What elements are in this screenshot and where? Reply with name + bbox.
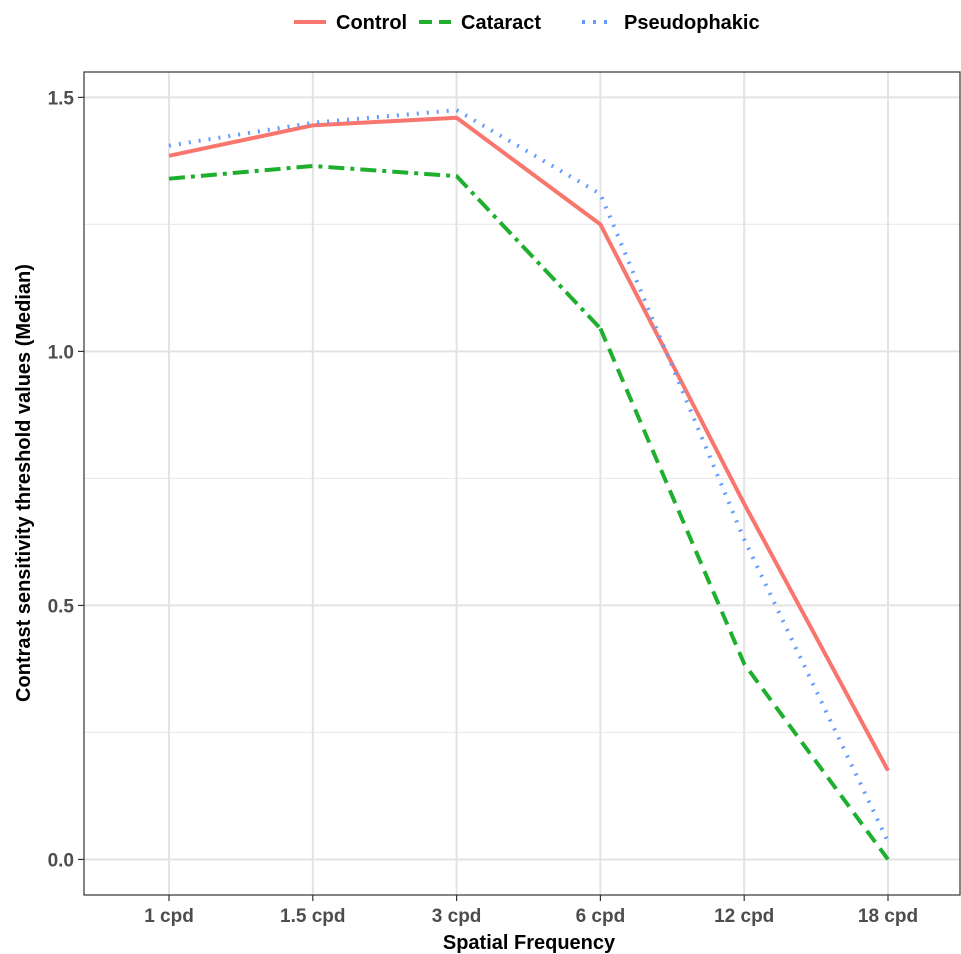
y-tick-label: 1.0 (48, 342, 74, 363)
x-tick-label: 1.5 cpd (280, 906, 345, 927)
y-tick-label: 0.0 (48, 850, 74, 871)
legend: Control Cataract Pseudophakic (294, 12, 760, 34)
x-axis-title: Spatial Frequency (443, 932, 616, 954)
y-tick-label: 1.5 (48, 88, 75, 109)
gridlines (84, 72, 960, 895)
legend-label-pseudophakic: Pseudophakic (624, 12, 760, 34)
y-tick-label: 0.5 (48, 596, 75, 617)
x-tick-label: 6 cpd (576, 906, 626, 927)
series-line-cataract (168, 163, 602, 330)
legend-label-control: Control (336, 12, 407, 34)
x-tick-label: 1 cpd (144, 906, 194, 927)
series-line-pseudophakic (168, 108, 890, 843)
series-line-cataract (598, 327, 890, 861)
axes: 0.0 0.5 1.0 1.5 1 cpd 1.5 cpd 3 cpd 6 cpd 12 cpd… (48, 88, 919, 927)
x-tick-label: 12 cpd (714, 906, 774, 927)
x-tick-label: 18 cpd (858, 906, 918, 927)
legend-label-cataract: Cataract (461, 12, 541, 34)
plot-panel-border (83, 71, 961, 896)
y-axis-title: Contrast sensitivity threshold values (M… (13, 264, 35, 702)
series-lines (168, 108, 890, 861)
x-tick-label: 3 cpd (432, 906, 482, 927)
series-line-control (168, 115, 890, 772)
